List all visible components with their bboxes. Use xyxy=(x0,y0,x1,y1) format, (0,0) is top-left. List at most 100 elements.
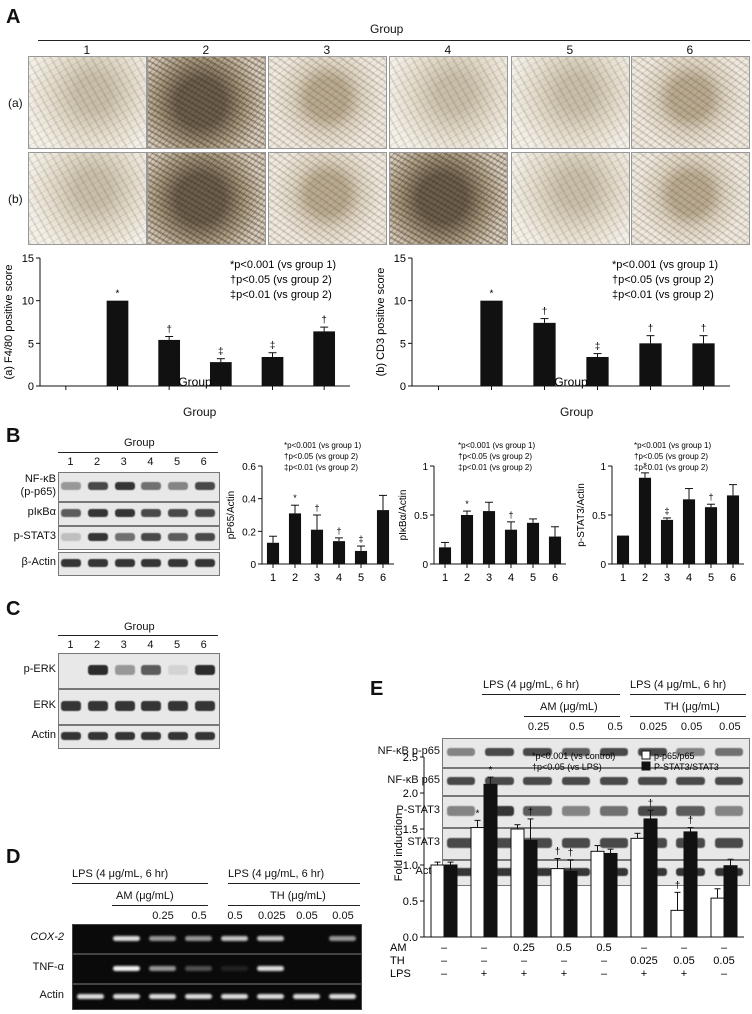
dose-label: 0.025 xyxy=(639,721,668,733)
blot-b-band xyxy=(88,559,108,567)
blot-e-band xyxy=(485,868,514,876)
blot-c-blot-strip xyxy=(58,725,220,749)
blot-e-band xyxy=(485,776,514,786)
blot-b-row-label: p-STAT3 xyxy=(13,530,56,542)
group-number-5: 5 xyxy=(566,43,574,57)
blot-e-band xyxy=(561,776,591,786)
blot-e-band xyxy=(523,776,552,786)
x-tick-label: 4 xyxy=(686,572,692,584)
blot-c-band xyxy=(88,732,108,740)
x-tick-label: 4 xyxy=(336,572,342,584)
blot-b-band xyxy=(141,481,162,491)
y-tick-label: 1 xyxy=(422,462,428,473)
y-axis-label: p-STAT3/Actin xyxy=(576,483,587,547)
y-tick-label: 0 xyxy=(400,381,406,390)
blot-b-band xyxy=(168,509,188,517)
legend-swatch xyxy=(641,761,651,771)
y-tick-label: 5 xyxy=(400,338,406,350)
histology-image-b-5 xyxy=(511,152,630,245)
histology-image-a-5 xyxy=(511,56,630,149)
dose-label: 0.05 xyxy=(680,721,703,733)
gel-d-band xyxy=(148,965,176,971)
bar-pp65 xyxy=(430,864,445,938)
condition-label: LPS xyxy=(390,968,411,980)
bar-2 xyxy=(288,513,302,564)
lane-number-2: 2 xyxy=(94,639,101,651)
blot-e-band xyxy=(714,838,744,848)
x-tick-label: 2 xyxy=(464,572,470,584)
histology-image-b-3 xyxy=(268,152,387,245)
gel-d-band xyxy=(112,993,140,999)
significance-legend: ‡p<0.01 (vs group 2) xyxy=(612,289,714,301)
significance-mark: ‡ xyxy=(595,342,601,353)
dose-label: 0.25 xyxy=(152,910,174,922)
lane-number-4: 4 xyxy=(147,639,154,651)
bar-pstat3 xyxy=(723,865,738,938)
blot-e-band xyxy=(599,806,629,816)
condition-th: – xyxy=(521,955,528,967)
y-tick-label: 0.4 xyxy=(242,495,256,506)
blot-e-band xyxy=(485,747,514,757)
significance-mark: ‡ xyxy=(358,534,363,544)
significance-legend: *p<0.001 (vs group 1) xyxy=(284,441,361,450)
blot-b-band xyxy=(114,509,135,517)
blot-b-band xyxy=(141,559,162,567)
x-tick-label: 3 xyxy=(664,572,670,584)
dose-label: 0.5 xyxy=(191,910,207,922)
panel-a-letter: A xyxy=(6,6,21,28)
significance-mark: † xyxy=(555,847,561,858)
blot-c-band xyxy=(141,732,162,740)
pikba-actin-chart: 0 0.5 1 1 * 2 3 † 4 5 6 Group pIκBα/Actin *p<0.001 (v… xyxy=(398,441,566,588)
group-number-4: 4 xyxy=(444,43,452,57)
y-tick-label: 15 xyxy=(394,253,406,265)
bar-6 xyxy=(548,536,562,564)
bar-2 xyxy=(480,300,503,386)
significance-legend: *p<0.001 (vs control) xyxy=(532,751,615,761)
lane-number-6: 6 xyxy=(200,456,207,468)
blot-e-band xyxy=(599,776,629,786)
blot-c-band xyxy=(194,664,215,676)
histology-image-b-4 xyxy=(389,152,508,245)
gel-d-band xyxy=(220,965,248,971)
x-tick-label: 5 xyxy=(530,572,536,584)
lane-number-1: 1 xyxy=(67,456,74,468)
panel-e-am-label: AM (μg/mL) xyxy=(540,701,598,713)
blot-e-row-label: P-STAT3 xyxy=(396,804,440,816)
blot-e-band xyxy=(561,747,591,757)
histology-image-a-2 xyxy=(147,56,266,149)
blot-b-band xyxy=(61,533,82,541)
blot-b-band xyxy=(168,559,188,567)
panel-b-header-line xyxy=(58,452,218,453)
panel-d-th-line xyxy=(228,905,360,906)
significance-legend: ‡p<0.01 (vs group 2) xyxy=(634,463,708,472)
blot-e-band xyxy=(714,747,744,757)
bar-2 xyxy=(106,300,129,386)
significance-legend: *p<0.001 (vs group 1) xyxy=(230,259,336,271)
y-tick-label: 5 xyxy=(28,338,34,350)
gel-d-row-label: COX-2 xyxy=(30,931,64,943)
histology-image-a-4 xyxy=(389,56,508,149)
bar-3 xyxy=(660,519,674,564)
bar-pstat3 xyxy=(643,818,658,938)
x-tick-label: 6 xyxy=(552,572,558,584)
blot-b-row-label: NF-κB (p-p65) xyxy=(20,473,56,498)
significance-mark: ‡ xyxy=(270,341,276,352)
y-tick-label: 0.5 xyxy=(403,896,418,908)
significance-mark: † xyxy=(688,816,694,827)
panel-d-lps-label-2: LPS (4 μg/mL, 6 hr) xyxy=(228,868,325,880)
bar-pp65 xyxy=(630,837,645,938)
bar-3 xyxy=(533,322,556,386)
histology-image-a-1 xyxy=(28,56,147,149)
significance-mark: * xyxy=(643,461,647,471)
blot-e-band xyxy=(714,806,744,816)
significance-mark: * xyxy=(490,289,494,300)
panel-e-lps-label: LPS (4 μg/mL, 6 hr) xyxy=(483,679,580,691)
gel-d-band xyxy=(184,935,212,941)
gel-d-band xyxy=(292,993,320,999)
blot-b-band xyxy=(88,509,108,517)
blot-b-blot-strip xyxy=(58,526,220,550)
significance-legend: †p<0.05 (vs group 2) xyxy=(458,452,532,461)
blot-c-row-label: Actin xyxy=(31,729,56,741)
bar-3 xyxy=(482,511,496,564)
